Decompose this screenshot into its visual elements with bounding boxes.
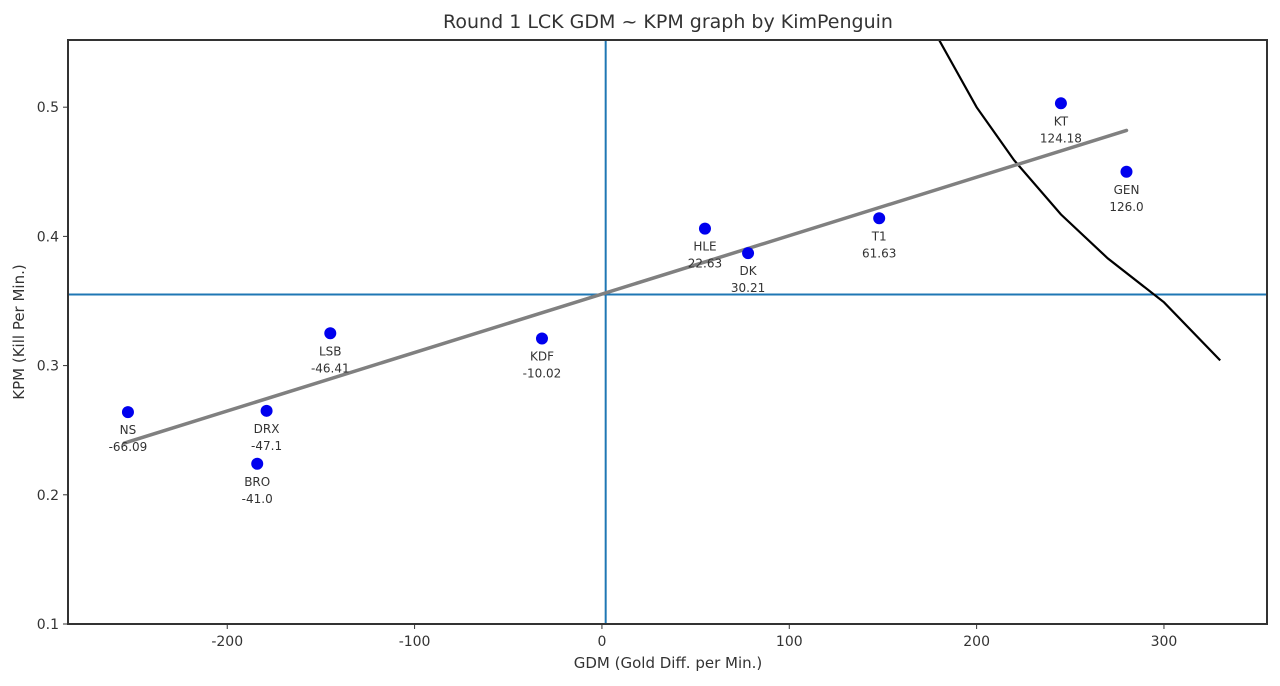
data-point-dk bbox=[742, 247, 755, 260]
point-value-kdf: -10.02 bbox=[523, 366, 562, 380]
y-tick-label: 0.4 bbox=[37, 229, 59, 245]
x-tick-label: -100 bbox=[399, 634, 431, 650]
point-label-lsb: LSB bbox=[319, 344, 342, 358]
point-label-t1: T1 bbox=[871, 229, 887, 243]
point-label-kdf: KDF bbox=[530, 349, 554, 363]
x-axis-label: GDM (Gold Diff. per Min.) bbox=[574, 654, 763, 672]
data-point-ns bbox=[121, 406, 134, 419]
point-label-kt: KT bbox=[1054, 114, 1069, 128]
point-value-dk: 30.21 bbox=[731, 281, 765, 295]
data-point-kdf bbox=[535, 332, 548, 345]
data-point-gen bbox=[1120, 165, 1133, 178]
point-label-hle: HLE bbox=[693, 240, 716, 254]
point-value-t1: 61.63 bbox=[862, 246, 896, 260]
point-value-lsb: -46.41 bbox=[311, 361, 350, 375]
y-tick-label: 0.5 bbox=[37, 100, 59, 116]
data-point-kt bbox=[1054, 97, 1067, 110]
y-tick-label: 0.2 bbox=[37, 488, 59, 504]
point-value-hle: 22.63 bbox=[688, 257, 722, 271]
point-label-dk: DK bbox=[740, 264, 758, 278]
plot-area: NS -66.09 DRX -47.1 BRO -41.0 LSB -46.41 KDF -10.… bbox=[37, 39, 1268, 650]
point-value-gen: 126.0 bbox=[1109, 200, 1143, 214]
regression-line bbox=[122, 128, 1129, 445]
point-value-drx: -47.1 bbox=[251, 439, 282, 453]
y-tick-label: 0.3 bbox=[37, 359, 59, 375]
data-point-t1 bbox=[873, 212, 886, 225]
x-tick-label: 100 bbox=[776, 634, 803, 650]
y-axis-label: KPM (Kill Per Min.) bbox=[10, 264, 28, 399]
x-tick-label: 300 bbox=[1151, 634, 1178, 650]
x-tick-label: 0 bbox=[597, 634, 606, 650]
point-label-ns: NS bbox=[120, 423, 137, 437]
point-label-gen: GEN bbox=[1114, 183, 1140, 197]
point-value-ns: -66.09 bbox=[109, 440, 148, 454]
plot-frame bbox=[67, 39, 1268, 625]
chart-title: Round 1 LCK GDM ~ KPM graph by KimPengui… bbox=[443, 11, 893, 33]
data-point-drx bbox=[260, 404, 273, 417]
x-tick-label: -200 bbox=[211, 634, 243, 650]
indifference-curve bbox=[938, 40, 1221, 362]
point-value-kt: 124.18 bbox=[1040, 131, 1082, 145]
point-label-drx: DRX bbox=[254, 422, 280, 436]
data-point-lsb bbox=[324, 327, 337, 340]
point-value-bro: -41.0 bbox=[242, 492, 273, 506]
point-label-bro: BRO bbox=[244, 475, 270, 489]
data-point-hle bbox=[698, 222, 711, 235]
y-tick-label: 0.1 bbox=[37, 617, 59, 633]
x-tick-label: 200 bbox=[963, 634, 990, 650]
data-point-bro bbox=[251, 457, 264, 470]
